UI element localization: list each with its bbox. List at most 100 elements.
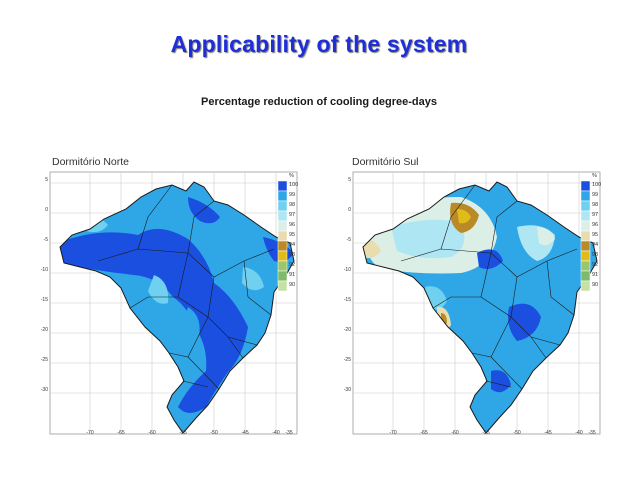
- map-title: Dormitório Sul: [352, 156, 419, 168]
- slide-title: Applicability of the system: [170, 31, 468, 57]
- state-borders: [97, 184, 275, 390]
- x-tick: -70: [86, 430, 94, 436]
- x-tick: -70: [389, 430, 397, 436]
- legend-swatch-94: [277, 240, 288, 252]
- legend-swatch-95: [580, 230, 591, 242]
- legend-swatch-100: [277, 180, 288, 192]
- x-tick: -35: [285, 430, 293, 436]
- brazil-outline: [59, 181, 295, 434]
- legend-label-96: 96: [592, 222, 599, 228]
- region-97-north: [391, 219, 465, 259]
- legend-swatch-92: [580, 260, 591, 272]
- legend-label-94: 94: [289, 242, 296, 248]
- legend-label-93: 93: [289, 252, 296, 258]
- region-100-east: [508, 303, 541, 341]
- y-tick: -30: [40, 387, 48, 393]
- region-98b: [148, 275, 169, 304]
- map-norte-svg: [49, 171, 298, 435]
- legend-swatch-91: [277, 270, 288, 282]
- legend-swatch-92: [277, 260, 288, 272]
- region-93-hotspot: [457, 209, 471, 224]
- map-title: Dormitório Norte: [52, 156, 130, 168]
- y-tick: 5: [45, 177, 48, 183]
- x-tick: -40: [272, 430, 280, 436]
- y-tick: 0: [45, 207, 48, 213]
- legend-label-99: 99: [289, 192, 296, 198]
- y-tick: -20: [343, 327, 351, 333]
- legend-swatch-98: [277, 200, 288, 212]
- legend-swatch-97: [580, 210, 591, 222]
- legend-label-98: 98: [289, 202, 296, 208]
- legend-label-90: 90: [289, 282, 296, 288]
- brazil-outline: [362, 181, 598, 434]
- y-tick: -10: [343, 267, 351, 273]
- map-sul-svg: [352, 171, 601, 435]
- legend-label-94: 94: [592, 242, 599, 248]
- legend-swatch-99: [580, 190, 591, 202]
- legend-label-93: 93: [592, 252, 599, 258]
- region-100-central: [477, 249, 503, 269]
- y-tick: -15: [343, 297, 351, 303]
- x-tick: -55: [179, 430, 187, 436]
- legend-swatch-95: [277, 230, 288, 242]
- legend-swatch-93: [580, 250, 591, 262]
- x-tick: -45: [241, 430, 249, 436]
- legend-swatch-100: [580, 180, 591, 192]
- slide-subtitle: Percentage reduction of cooling degree-d…: [201, 96, 437, 108]
- state-borders: [400, 184, 578, 390]
- region-98c: [242, 267, 264, 291]
- legend-swatch-97: [277, 210, 288, 222]
- legend: [277, 180, 288, 292]
- legend-swatch-99: [277, 190, 288, 202]
- y-tick: -25: [343, 357, 351, 363]
- y-tick: -20: [40, 327, 48, 333]
- y-tick: -15: [40, 297, 48, 303]
- x-tick: -50: [513, 430, 521, 436]
- legend-label-92: 92: [289, 262, 296, 268]
- x-tick: -65: [117, 430, 125, 436]
- x-tick: -55: [482, 430, 490, 436]
- x-tick: -50: [210, 430, 218, 436]
- map-panel-dormitorio-norte: Dormitório Norte 5 0 -5 -10 -15 -20 -25 …: [38, 156, 299, 441]
- legend-label-100: 100: [592, 182, 602, 188]
- legend: [580, 180, 591, 292]
- legend-label-92: 92: [592, 262, 599, 268]
- x-tick: -60: [451, 430, 459, 436]
- region-97-ne: [537, 227, 555, 246]
- y-tick: -10: [40, 267, 48, 273]
- legend-label-96: 96: [289, 222, 296, 228]
- legend-label-90: 90: [592, 282, 599, 288]
- legend-label-91: 91: [289, 272, 296, 278]
- region-99b: [184, 307, 200, 341]
- y-tick: -30: [343, 387, 351, 393]
- legend-label-95: 95: [592, 232, 599, 238]
- legend-swatch-90: [277, 280, 288, 292]
- legend-label-100: 100: [289, 182, 299, 188]
- y-tick: -5: [43, 237, 48, 243]
- legend-swatch-96: [277, 220, 288, 232]
- legend-label-97: 97: [592, 212, 599, 218]
- legend-swatch-91: [580, 270, 591, 282]
- legend-label-91: 91: [592, 272, 599, 278]
- x-tick: -45: [544, 430, 552, 436]
- legend-label-97: 97: [289, 212, 296, 218]
- region-95-west: [363, 240, 381, 259]
- legend-unit: %: [592, 173, 597, 179]
- legend-unit: %: [289, 173, 294, 179]
- legend-swatch-93: [277, 250, 288, 262]
- legend-swatch-98: [580, 200, 591, 212]
- legend-label-95: 95: [289, 232, 296, 238]
- region-100-south: [491, 370, 511, 393]
- legend-label-98: 98: [592, 202, 599, 208]
- legend-swatch-94: [580, 240, 591, 252]
- region-100: [60, 229, 248, 413]
- x-tick: -40: [575, 430, 583, 436]
- x-tick: -60: [148, 430, 156, 436]
- legend-label-99: 99: [592, 192, 599, 198]
- y-tick: 0: [348, 207, 351, 213]
- region-100b: [188, 197, 220, 224]
- x-tick: -35: [588, 430, 596, 436]
- y-tick: 5: [348, 177, 351, 183]
- legend-swatch-90: [580, 280, 591, 292]
- y-tick: -25: [40, 357, 48, 363]
